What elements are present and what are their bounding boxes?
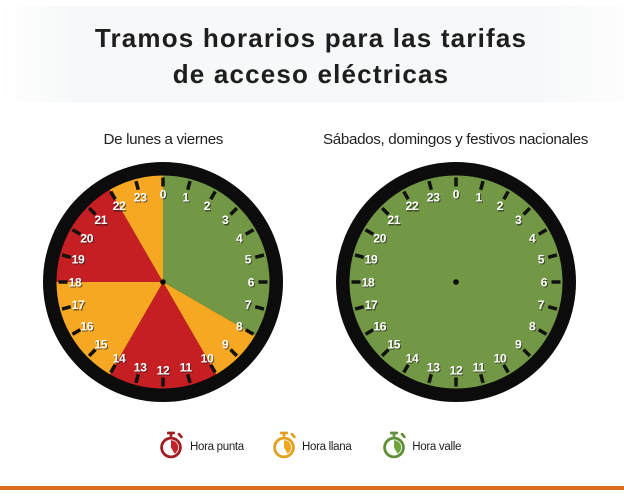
svg-text:6: 6 (249, 277, 256, 291)
svg-text:2: 2 (498, 201, 505, 215)
svg-text:22: 22 (405, 199, 418, 213)
svg-text:23: 23 (428, 192, 441, 206)
svg-text:1: 1 (184, 192, 191, 206)
svg-text:2: 2 (204, 199, 211, 213)
svg-text:14: 14 (113, 352, 126, 366)
svg-text:5: 5 (538, 253, 545, 267)
svg-text:15: 15 (95, 338, 108, 352)
svg-text:21: 21 (95, 213, 108, 227)
svg-text:10: 10 (201, 352, 214, 366)
svg-text:23: 23 (427, 191, 440, 205)
svg-text:7: 7 (245, 298, 252, 312)
svg-text:14: 14 (405, 352, 418, 366)
svg-text:22: 22 (113, 199, 126, 213)
svg-text:3: 3 (516, 215, 523, 229)
svg-text:16: 16 (82, 321, 95, 335)
svg-text:17: 17 (72, 298, 85, 312)
svg-text:18: 18 (69, 276, 82, 290)
svg-text:18: 18 (70, 277, 83, 291)
svg-text:8: 8 (530, 321, 537, 335)
svg-text:21: 21 (388, 215, 401, 229)
svg-text:15: 15 (387, 338, 400, 352)
svg-text:23: 23 (135, 192, 148, 206)
svg-text:4: 4 (237, 233, 244, 247)
svg-text:8: 8 (236, 320, 243, 334)
svg-text:7: 7 (538, 298, 545, 312)
svg-text:14: 14 (114, 353, 127, 367)
svg-text:8: 8 (237, 321, 244, 335)
svg-text:18: 18 (362, 277, 375, 291)
svg-text:17: 17 (364, 298, 377, 312)
svg-text:12: 12 (158, 365, 171, 379)
svg-text:11: 11 (180, 361, 193, 375)
svg-text:6: 6 (541, 276, 548, 290)
svg-text:0: 0 (161, 189, 168, 203)
svg-text:20: 20 (82, 233, 95, 247)
svg-text:13: 13 (134, 361, 147, 375)
svg-text:17: 17 (365, 300, 378, 314)
svg-text:16: 16 (374, 321, 387, 335)
svg-text:20: 20 (374, 233, 387, 247)
svg-text:2: 2 (205, 201, 212, 215)
svg-text:13: 13 (135, 362, 148, 376)
svg-text:9: 9 (515, 338, 522, 352)
svg-text:10: 10 (202, 353, 215, 367)
svg-text:5: 5 (539, 254, 546, 268)
svg-text:19: 19 (73, 254, 86, 268)
svg-text:15: 15 (388, 339, 401, 353)
svg-text:0: 0 (160, 188, 167, 202)
svg-text:9: 9 (222, 338, 229, 352)
svg-text:5: 5 (246, 254, 253, 268)
svg-text:0: 0 (453, 188, 460, 202)
svg-text:12: 12 (157, 364, 170, 378)
svg-text:1: 1 (476, 192, 483, 206)
svg-text:21: 21 (387, 213, 400, 227)
svg-text:7: 7 (246, 300, 253, 314)
svg-text:17: 17 (73, 300, 86, 314)
svg-text:0: 0 (454, 189, 461, 203)
svg-text:4: 4 (530, 233, 537, 247)
svg-text:2: 2 (497, 199, 504, 213)
svg-text:7: 7 (539, 300, 546, 314)
svg-text:10: 10 (493, 352, 506, 366)
svg-text:15: 15 (96, 339, 109, 353)
svg-text:22: 22 (406, 201, 419, 215)
svg-text:13: 13 (427, 361, 440, 375)
svg-text:14: 14 (406, 353, 419, 367)
svg-text:21: 21 (96, 215, 109, 229)
svg-text:16: 16 (373, 320, 386, 334)
svg-text:9: 9 (516, 339, 523, 353)
svg-text:22: 22 (114, 201, 127, 215)
svg-text:19: 19 (364, 253, 377, 267)
svg-text:10: 10 (494, 353, 507, 367)
svg-text:16: 16 (81, 320, 94, 334)
svg-text:8: 8 (529, 320, 536, 334)
svg-text:4: 4 (236, 232, 243, 246)
svg-text:11: 11 (473, 361, 486, 375)
svg-text:6: 6 (248, 276, 255, 290)
svg-text:20: 20 (81, 232, 94, 246)
svg-text:11: 11 (474, 362, 487, 376)
svg-text:5: 5 (245, 253, 252, 267)
svg-text:11: 11 (181, 362, 194, 376)
svg-text:23: 23 (134, 191, 147, 205)
svg-text:6: 6 (542, 277, 549, 291)
svg-text:12: 12 (449, 364, 462, 378)
svg-text:9: 9 (223, 339, 230, 353)
svg-text:1: 1 (183, 191, 190, 205)
svg-text:13: 13 (428, 362, 441, 376)
svg-text:20: 20 (373, 232, 386, 246)
svg-text:3: 3 (223, 215, 230, 229)
svg-text:18: 18 (361, 276, 374, 290)
svg-text:3: 3 (515, 213, 522, 227)
svg-text:19: 19 (365, 254, 378, 268)
svg-text:1: 1 (475, 191, 482, 205)
svg-text:12: 12 (450, 365, 463, 379)
svg-text:3: 3 (222, 213, 229, 227)
svg-text:19: 19 (72, 253, 85, 267)
svg-text:4: 4 (529, 232, 536, 246)
